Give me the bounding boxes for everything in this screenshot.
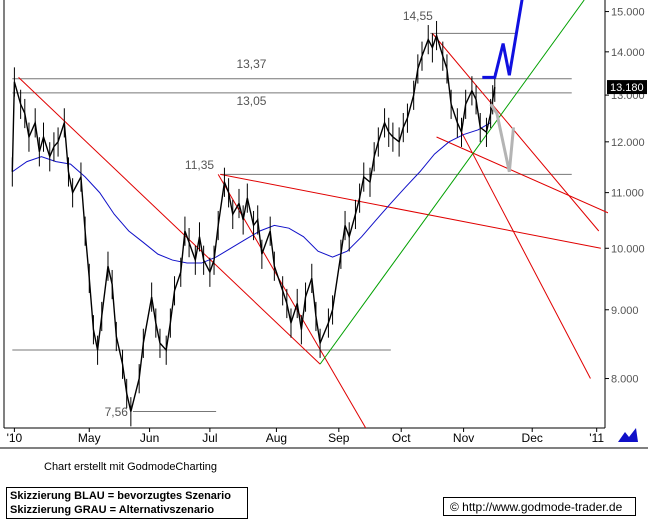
source-url[interactable]: © http://www.godmode-trader.de — [443, 497, 636, 516]
y-tick-label-7: 15.000 — [611, 7, 645, 19]
blue-scenario-path — [482, 0, 524, 79]
level-label-3: 11,35 — [185, 158, 214, 172]
y-tick-label-4: 12.000 — [611, 137, 645, 149]
x-tick-label-5: Sep — [328, 431, 350, 445]
x-tick-label-9: '11 — [589, 431, 604, 445]
legend-blue-scenario: Skizzierung BLAU = bevorzugtes Szenario — [10, 490, 231, 502]
current-price-label: 13.180 — [610, 82, 644, 94]
level-label-2: 13,05 — [236, 94, 266, 108]
current-price-badge — [607, 80, 647, 95]
y-tick-label-3: 11.000 — [611, 188, 644, 200]
gray-scenario-path — [489, 103, 515, 173]
red-channel-upper-1 — [18, 77, 321, 365]
chart-tool-icon[interactable] — [616, 426, 640, 444]
y-tick-label-1: 9.000 — [611, 305, 639, 317]
x-tick-label-7: Nov — [453, 431, 474, 445]
y-tick-label-6: 14.000 — [611, 47, 645, 59]
y-tick-label-2: 10.000 — [611, 243, 645, 255]
x-tick-label-1: May — [78, 431, 101, 445]
x-tick-label-4: Aug — [266, 431, 287, 445]
level-label-1: 13,37 — [236, 57, 266, 71]
green-uptrend — [319, 0, 585, 365]
x-tick-label-3: Jul — [202, 431, 217, 445]
red-channel-lower-4 — [461, 131, 591, 379]
moving-average-line — [12, 122, 491, 264]
red-channel-upper-2 — [220, 173, 601, 249]
chart-credit: Chart erstellt mit GodmodeCharting — [44, 461, 218, 473]
scenario-legend: Skizzierung BLAU = bevorzugtes Szenario … — [6, 487, 248, 519]
level-label-4: 7,56 — [105, 405, 129, 419]
red-channel-lower-1 — [217, 174, 367, 428]
x-tick-label-2: Jun — [140, 431, 159, 445]
red-channel-lower-3 — [436, 136, 608, 214]
level-label-0: 14,55 — [403, 9, 433, 23]
red-channel-lower-2 — [432, 33, 600, 232]
legend-gray-scenario: Skizzierung GRAU = Alternativszenario — [10, 504, 215, 516]
x-tick-label-6: Oct — [392, 431, 411, 445]
x-tick-label-0: '10 — [7, 431, 23, 445]
y-tick-label-0: 8.000 — [611, 374, 639, 386]
x-tick-label-8: Dec — [522, 431, 543, 445]
